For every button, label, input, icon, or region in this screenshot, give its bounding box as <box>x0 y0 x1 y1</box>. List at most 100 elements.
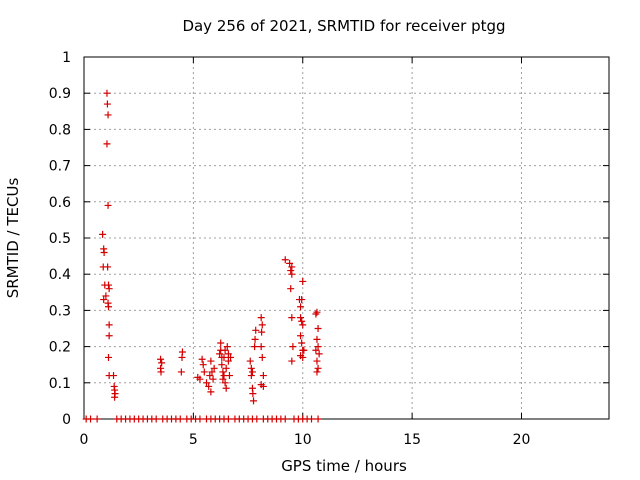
data-point <box>286 259 294 267</box>
data-point <box>103 140 111 148</box>
data-point <box>313 368 321 376</box>
data-point <box>248 368 256 376</box>
data-point <box>249 390 257 398</box>
data-point <box>110 372 118 380</box>
x-tick-labels: 0 5 10 15 20 <box>80 432 531 448</box>
data-point <box>217 339 225 347</box>
data-point <box>225 372 233 380</box>
data-point <box>251 335 259 343</box>
y-tick-label: 0.3 <box>49 303 71 319</box>
data-point <box>246 357 254 365</box>
x-tick-label: 0 <box>80 432 89 448</box>
data-point <box>298 339 306 347</box>
data-point <box>259 382 267 390</box>
data-point <box>196 375 204 383</box>
data-point <box>198 355 206 363</box>
data-point <box>207 357 215 365</box>
data-point <box>218 361 226 369</box>
data-point <box>87 415 95 423</box>
data-point <box>224 350 232 358</box>
x-tick-label: 5 <box>189 432 198 448</box>
x-axis-label: GPS time / hours <box>281 457 407 475</box>
data-point <box>102 292 110 300</box>
data-point <box>253 415 261 423</box>
data-point <box>312 346 320 354</box>
data-point <box>104 111 112 119</box>
axis-ticks <box>83 56 609 420</box>
data-point <box>207 388 215 396</box>
y-tick-label: 0.8 <box>49 122 71 138</box>
data-point <box>196 415 204 423</box>
grid <box>84 57 609 419</box>
data-point <box>299 353 307 361</box>
y-tick-label: 1 <box>62 50 71 66</box>
y-tick-label: 0.7 <box>49 159 71 175</box>
data-point <box>105 332 113 340</box>
data-point <box>287 285 295 293</box>
data-point <box>258 321 266 329</box>
data-point <box>105 353 112 361</box>
data-point <box>221 379 229 387</box>
data-point <box>104 201 112 209</box>
data-point <box>297 314 305 322</box>
data-point <box>314 415 322 423</box>
y-tick-label: 0.6 <box>49 195 71 211</box>
data-point <box>219 368 227 376</box>
data-point <box>288 263 296 271</box>
data-point <box>288 270 296 278</box>
data-point <box>258 328 266 336</box>
data-point <box>250 397 258 405</box>
data-point <box>297 303 305 311</box>
data-point <box>308 415 315 423</box>
y-tick-label: 0.1 <box>49 376 71 392</box>
y-tick-label: 0.5 <box>49 231 71 247</box>
y-tick-label: 0 <box>62 412 71 428</box>
data-point <box>251 343 259 351</box>
data-point <box>105 285 113 293</box>
data-point <box>300 346 308 354</box>
data-point <box>314 343 322 351</box>
data-point <box>258 353 266 361</box>
data-point <box>199 361 207 369</box>
data-point <box>104 263 112 271</box>
data-point <box>221 346 229 354</box>
data-points <box>82 89 323 423</box>
data-point <box>220 353 228 361</box>
data-point <box>105 321 113 329</box>
data-point <box>288 314 296 322</box>
data-point <box>210 364 218 372</box>
data-point <box>203 379 210 387</box>
data-point <box>288 357 296 365</box>
data-point <box>219 375 227 383</box>
data-point <box>312 310 320 318</box>
data-point <box>105 281 112 289</box>
data-point <box>176 415 184 423</box>
data-point <box>289 343 297 351</box>
data-point <box>257 314 265 322</box>
x-tick-label: 20 <box>513 432 531 448</box>
data-point <box>222 364 230 372</box>
data-point <box>259 372 267 380</box>
data-point <box>100 296 108 304</box>
data-point <box>297 332 305 340</box>
data-point <box>298 296 306 304</box>
data-point <box>103 89 111 97</box>
data-point <box>105 303 112 311</box>
data-point <box>252 326 260 334</box>
data-point <box>223 343 231 351</box>
data-point <box>281 256 289 264</box>
data-point <box>205 382 213 390</box>
data-point <box>281 415 289 423</box>
data-point <box>299 321 307 329</box>
data-point <box>224 415 232 423</box>
data-point <box>224 357 232 365</box>
data-point <box>222 384 230 392</box>
data-point <box>157 355 165 363</box>
y-axis-label: SRMTID / TECUs <box>4 178 22 299</box>
data-point <box>157 368 165 376</box>
y-tick-label: 0.4 <box>49 267 71 283</box>
data-point <box>314 364 322 372</box>
data-point <box>287 267 295 275</box>
data-point <box>208 368 216 376</box>
data-point <box>216 350 224 358</box>
